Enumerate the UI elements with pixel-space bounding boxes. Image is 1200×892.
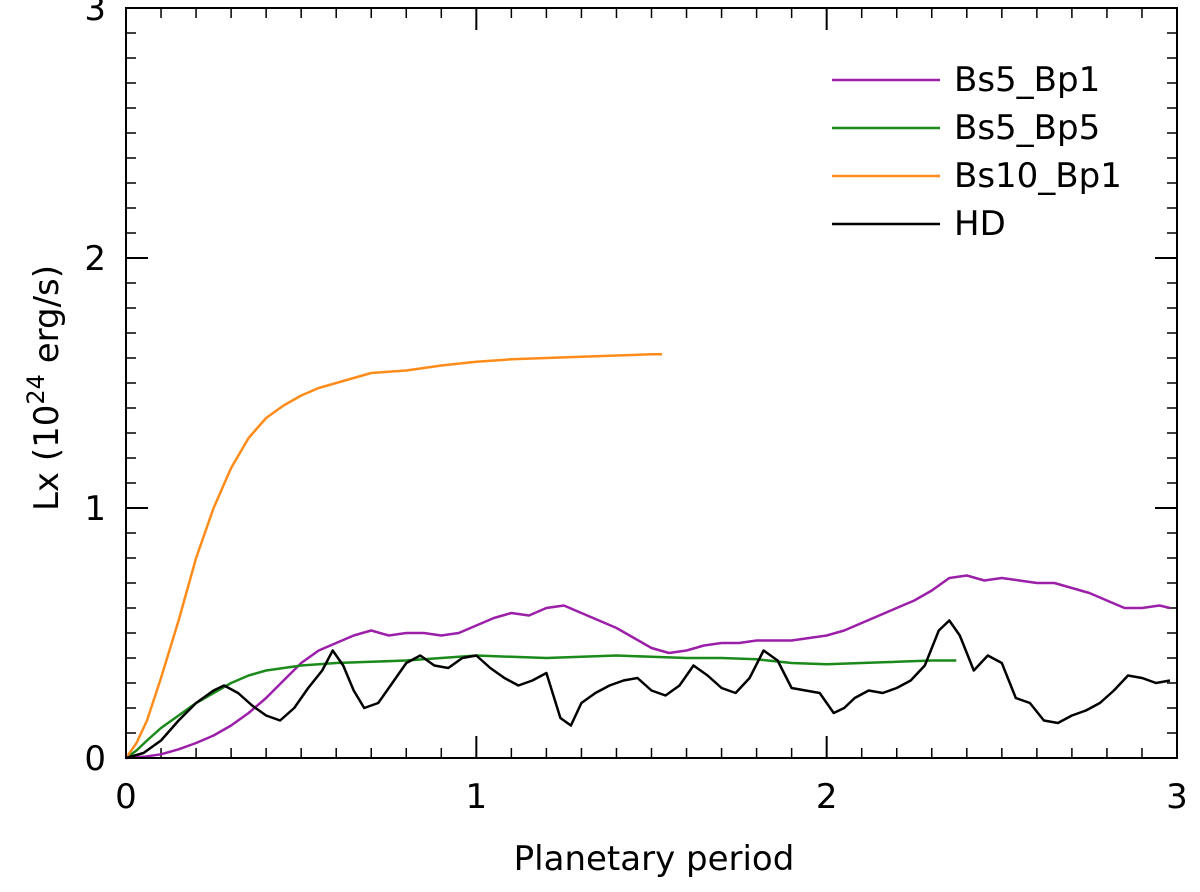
y-tick-label: 2: [84, 239, 106, 279]
series-line-hd: [125, 619, 1171, 760]
series-line-bs5-bp5: [125, 654, 957, 760]
y-tick-label: 1: [84, 489, 106, 529]
series-lines: [124, 353, 1171, 760]
x-axis-label: Planetary period: [514, 839, 795, 879]
legend-label: HD: [954, 204, 1006, 244]
x-tick-labels: 0 1 2 3: [115, 777, 1188, 817]
x-tick-label: 2: [816, 777, 838, 817]
y-tick-label: 0: [84, 739, 106, 779]
x-tick-label: 1: [466, 777, 488, 817]
y-axis-label-unit: erg/s): [27, 265, 67, 374]
y-axis-label-main: Lx (10: [27, 405, 67, 511]
series-line-bs10-bp1: [124, 353, 662, 759]
legend-label: Bs5_Bp1: [954, 60, 1100, 100]
series-line-bs5-bp1: [125, 574, 1171, 760]
x-tick-label: 0: [115, 777, 137, 817]
y-tick-labels: 0 1 2 3: [84, 0, 106, 779]
y-axis-label-exponent: 24: [22, 374, 50, 405]
minor-ticks: [126, 8, 1177, 758]
x-tick-label: 3: [1166, 777, 1188, 817]
legend-label: Bs5_Bp5: [954, 108, 1100, 148]
plot-frame: [125, 7, 1178, 759]
legend: Bs5_Bp1 Bs5_Bp5 Bs10_Bp1 HD: [832, 60, 1122, 244]
legend-label: Bs10_Bp1: [954, 156, 1122, 196]
y-axis-label: Lx (1024 erg/s): [22, 265, 67, 511]
y-tick-label: 3: [84, 0, 106, 29]
